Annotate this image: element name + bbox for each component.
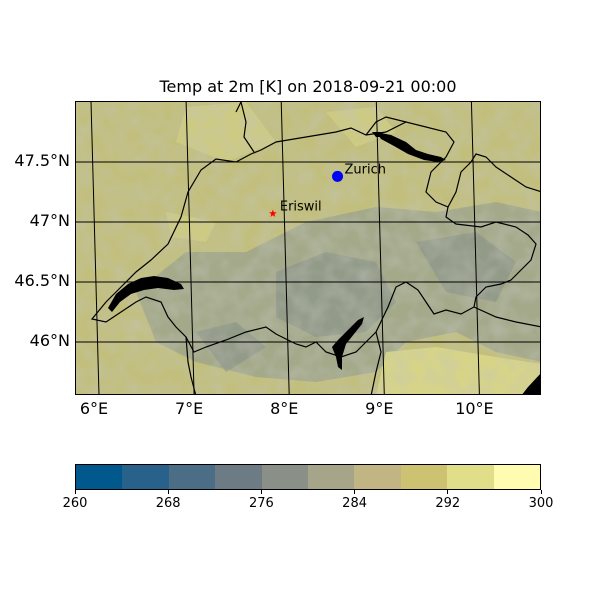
- lake-como-corner: [522, 374, 540, 394]
- temperature-map: Zurich Eriswil: [75, 101, 541, 395]
- colorbar-tick-mark: [447, 490, 449, 494]
- eastern-border: [447, 153, 540, 208]
- field-texture: [76, 102, 540, 394]
- colorbar-segment: [168, 465, 216, 489]
- longitude-tick-label: 7°E: [174, 399, 204, 418]
- lake-constance-west: [372, 132, 388, 137]
- country-border: [90, 121, 537, 358]
- map-title: Temp at 2m [K] on 2018-09-21 00:00: [159, 77, 457, 96]
- colorbar-tick-mark: [260, 490, 262, 494]
- colorbar-tick-mark: [354, 490, 356, 494]
- colorbar-tick-mark: [74, 490, 76, 494]
- longitude-gridline: [185, 102, 195, 394]
- colorbar-segment: [308, 465, 355, 489]
- lake-maggiore: [332, 317, 364, 370]
- location-label: Zurich: [345, 162, 387, 177]
- colorbar-segment: [122, 465, 169, 489]
- colorbar-segment: [400, 465, 448, 489]
- graticule: [76, 102, 540, 394]
- colorbar-tick-label: 260: [62, 496, 88, 511]
- colorbar-tick-mark: [167, 490, 169, 494]
- longitude-gridline: [90, 102, 100, 394]
- longitude-gridline: [375, 102, 385, 394]
- eriswil-star-icon: [269, 209, 277, 217]
- longitude-tick-label: 10°E: [455, 399, 494, 418]
- colorbar-tick-mark: [540, 490, 542, 494]
- colorbar-tick-label: 276: [248, 496, 274, 511]
- lake-constance: [376, 132, 446, 162]
- longitude-tick-label: 9°E: [365, 399, 394, 418]
- colorbar-segment: [447, 465, 494, 489]
- colorbar-tick-label: 292: [435, 496, 461, 511]
- colorbar-tick-label: 284: [342, 496, 367, 511]
- latitude-tick-label: 46.5°N: [14, 271, 70, 290]
- longitude-gridline: [470, 102, 480, 394]
- latitude-tick-label: 47.5°N: [14, 151, 70, 170]
- latitude-tick-label: 46°N: [29, 331, 70, 350]
- colorbar-tick-label: 268: [155, 496, 181, 511]
- colorbar-segment: [261, 465, 309, 489]
- zurich-marker-icon: [332, 170, 344, 182]
- colorbar-segment: [76, 465, 123, 489]
- colorbar-segment: [354, 465, 401, 489]
- location-markers: Zurich Eriswil: [269, 162, 387, 217]
- colorbar-tick-label: 300: [528, 496, 554, 511]
- latitude-tick-label: 47°N: [29, 211, 70, 230]
- lake-geneva: [108, 276, 184, 312]
- map-canvas: Zurich Eriswil: [76, 102, 540, 394]
- longitude-gridline: [280, 102, 290, 394]
- northern-border: [235, 102, 407, 153]
- location-label: Eriswil: [280, 200, 322, 215]
- colorbar-segment: [215, 465, 262, 489]
- longitude-tick-label: 6°E: [79, 399, 109, 418]
- colorbar-segment: [493, 465, 541, 489]
- longitude-tick-label: 8°E: [270, 399, 299, 418]
- colorbar: [75, 464, 541, 490]
